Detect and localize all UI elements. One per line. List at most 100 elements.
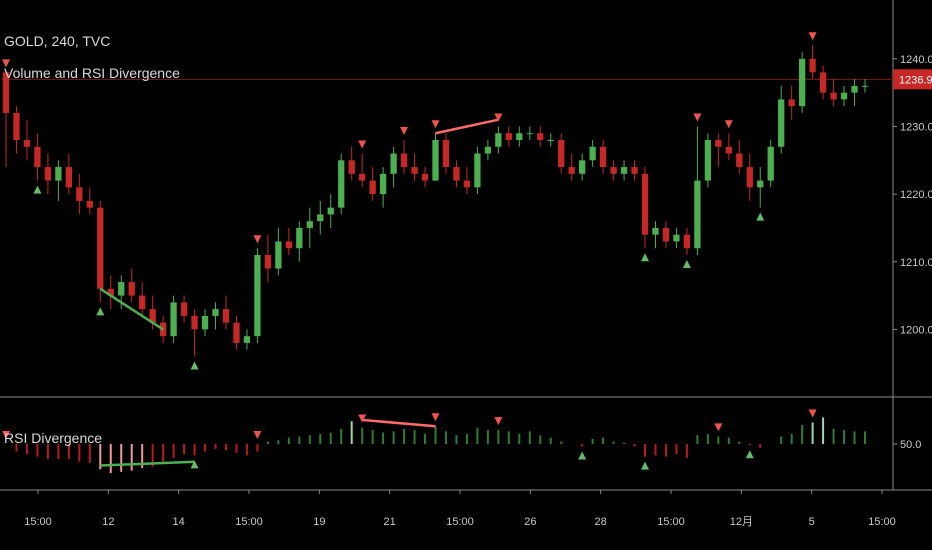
candle-body bbox=[65, 167, 72, 188]
buy-signal-marker bbox=[682, 260, 691, 268]
candle-body bbox=[400, 153, 408, 168]
candle-body bbox=[694, 180, 701, 249]
candle-body bbox=[44, 167, 52, 181]
candle-body bbox=[505, 133, 512, 140]
sell-signal-marker bbox=[494, 113, 503, 122]
time-tick-label: 15:00 bbox=[235, 516, 263, 528]
rsi-sell-marker bbox=[431, 413, 440, 422]
time-tick-label: 28 bbox=[595, 516, 607, 528]
candle-body bbox=[568, 167, 575, 174]
candle-body bbox=[599, 146, 607, 168]
candle-body bbox=[118, 282, 125, 296]
rsi-buy-marker bbox=[578, 451, 587, 460]
rsi-sell-marker bbox=[494, 417, 503, 426]
rsi-sell-marker bbox=[253, 431, 262, 439]
rsi-tick-label: 50.0 bbox=[900, 439, 921, 451]
candle-body bbox=[442, 140, 450, 168]
candle-body bbox=[851, 85, 858, 93]
candle-body bbox=[463, 180, 471, 188]
candle-body bbox=[359, 173, 366, 181]
rsi-buy-marker bbox=[190, 460, 199, 469]
candle-body bbox=[348, 160, 355, 174]
candle-body bbox=[306, 221, 313, 228]
candle-body bbox=[212, 309, 219, 316]
candle-body bbox=[296, 227, 303, 249]
candle-body bbox=[34, 146, 41, 168]
time-tick-label: 14 bbox=[173, 516, 185, 528]
price-divergence-line bbox=[99, 287, 164, 331]
rsi-divergence-line bbox=[100, 460, 195, 467]
candle-body bbox=[97, 207, 104, 289]
time-tick-label: 19 bbox=[313, 516, 325, 528]
price-divergence-line bbox=[435, 118, 499, 135]
buy-signal-marker bbox=[190, 361, 199, 370]
candle-body bbox=[170, 302, 177, 337]
time-tick-label: 15:00 bbox=[446, 516, 474, 528]
buy-signal-marker bbox=[756, 212, 765, 221]
buy-signal-marker bbox=[641, 253, 650, 262]
candle-body bbox=[704, 140, 712, 181]
last-price-label: 1236.97 bbox=[899, 74, 932, 86]
candle-body bbox=[830, 92, 837, 100]
buy-signal-marker bbox=[33, 185, 42, 194]
candle-body bbox=[757, 180, 764, 188]
price-tick-label: 1240.00 bbox=[900, 54, 932, 66]
candle-body bbox=[264, 255, 272, 269]
candle-body bbox=[840, 92, 848, 100]
candle-body bbox=[55, 167, 62, 181]
candle-body bbox=[2, 72, 10, 113]
candle-body bbox=[631, 167, 638, 174]
sell-signal-marker bbox=[808, 32, 817, 41]
candle-body bbox=[516, 133, 523, 140]
sell-signal-marker bbox=[724, 120, 733, 129]
candle-body bbox=[725, 146, 732, 154]
candle-body bbox=[254, 255, 261, 337]
candle-body bbox=[159, 322, 167, 337]
time-tick-label: 12月 bbox=[730, 516, 753, 528]
candle-body bbox=[767, 146, 774, 181]
rsi-buy-marker bbox=[641, 461, 650, 470]
candle-body bbox=[736, 153, 743, 168]
candle-body bbox=[13, 112, 20, 140]
price-tick-label: 1220.00 bbox=[900, 189, 932, 201]
candle-body bbox=[746, 167, 753, 188]
sell-signal-marker bbox=[400, 127, 409, 135]
candle-body bbox=[589, 146, 596, 161]
candle-body bbox=[139, 295, 146, 310]
candle-body bbox=[411, 167, 418, 174]
candle-body bbox=[201, 315, 209, 330]
candle-body bbox=[547, 140, 554, 141]
candle-body bbox=[107, 288, 114, 296]
candle-body bbox=[76, 187, 83, 201]
sell-signal-marker bbox=[431, 120, 440, 129]
buy-signal-marker bbox=[96, 307, 105, 316]
candle-body bbox=[799, 58, 806, 107]
candle-body bbox=[421, 173, 429, 181]
candle-body bbox=[474, 153, 481, 188]
candle-body bbox=[327, 207, 334, 215]
candle-body bbox=[222, 309, 230, 323]
candle-body bbox=[652, 227, 659, 235]
indicator-title: Volume and RSI Divergence bbox=[4, 65, 180, 81]
candle-body bbox=[819, 72, 827, 93]
sell-signal-marker bbox=[693, 113, 702, 122]
sell-signal-marker bbox=[253, 235, 262, 244]
candle-body bbox=[233, 322, 240, 343]
candle-body bbox=[861, 85, 869, 87]
candle-body bbox=[620, 167, 628, 174]
candle-body bbox=[317, 214, 324, 222]
candle-body bbox=[128, 282, 135, 296]
candle-body bbox=[641, 173, 649, 235]
candle-body bbox=[180, 302, 188, 316]
candle-body bbox=[484, 146, 492, 154]
rsi-buy-marker bbox=[745, 450, 754, 459]
time-tick-label: 15:00 bbox=[868, 516, 896, 528]
candle-body bbox=[579, 160, 586, 174]
candle-body bbox=[778, 99, 785, 147]
candle-body bbox=[788, 99, 795, 107]
candle-body bbox=[23, 140, 31, 147]
symbol-title: GOLD, 240, TVC bbox=[4, 33, 111, 49]
candle-body bbox=[285, 241, 292, 249]
